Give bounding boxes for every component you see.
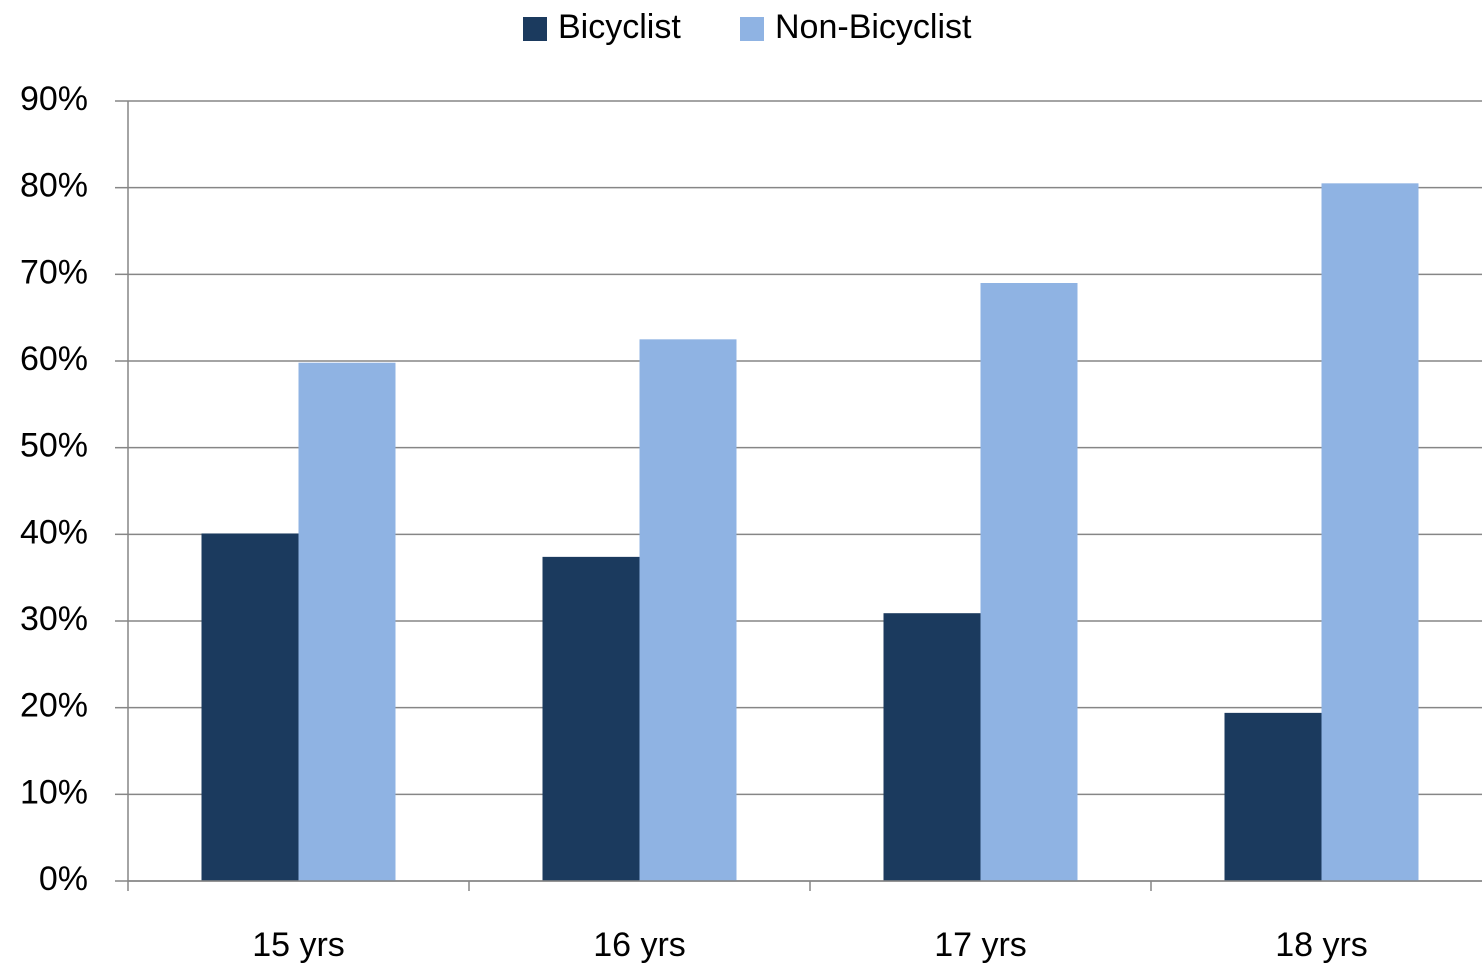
bar <box>1224 712 1322 881</box>
y-tick-label: 0% <box>39 860 88 898</box>
x-tick-label: 17 yrs <box>934 926 1027 964</box>
y-tick-label: 40% <box>20 513 88 551</box>
y-tick-label: 30% <box>20 600 88 638</box>
x-tick-label: 18 yrs <box>1275 926 1368 964</box>
bar <box>1321 183 1419 882</box>
bar <box>542 556 640 881</box>
y-tick-label: 60% <box>20 340 88 378</box>
bar <box>298 362 396 881</box>
y-tick-label: 90% <box>20 80 88 118</box>
bar <box>639 339 737 881</box>
y-tick-label: 70% <box>20 253 88 291</box>
y-tick-label: 80% <box>20 167 88 205</box>
bar <box>201 533 299 881</box>
legend-label: Non-Bicyclist <box>775 8 972 46</box>
legend-swatch <box>740 17 764 41</box>
bar <box>883 613 981 881</box>
x-tick-label: 15 yrs <box>252 926 345 964</box>
y-tick-label: 20% <box>20 687 88 725</box>
y-tick-label: 10% <box>20 773 88 811</box>
x-tick-label: 16 yrs <box>593 926 686 964</box>
legend-label: Bicyclist <box>558 8 681 46</box>
bar <box>980 283 1078 881</box>
y-tick-label: 50% <box>20 427 88 465</box>
legend-swatch <box>523 17 547 41</box>
